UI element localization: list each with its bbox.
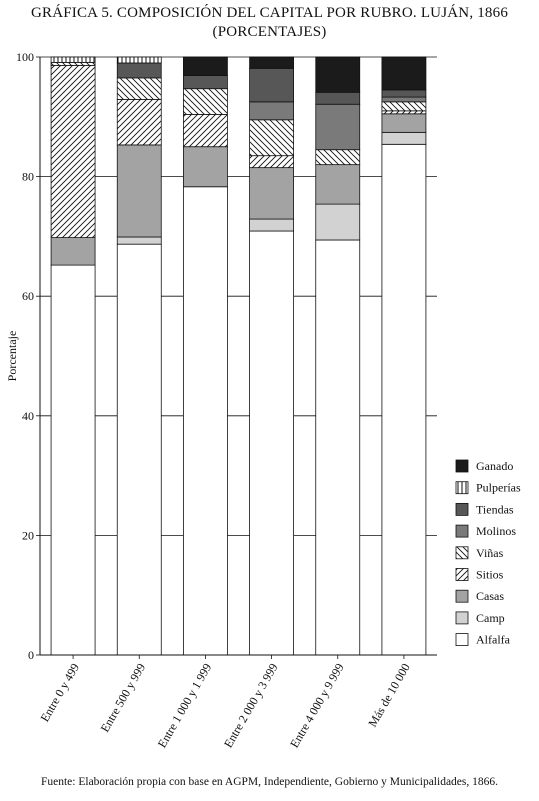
bar-segment-sitios [381,110,427,115]
bar-segment-ganado [315,56,361,93]
bar-segment-molinos [249,101,294,121]
bar-segment-viñas [183,88,228,115]
chart-subtitle: (PORCENTAJES) [212,24,327,40]
legend-label: Pulperías [476,481,521,495]
bar-segment-tiendas [381,89,427,98]
y-tick-label: 20 [22,528,34,542]
bar-segment-camp [249,218,294,232]
bar-stack [50,56,96,656]
bar-segment-casas [183,146,228,188]
x-tick-label: Entre 500 y 999 [98,661,149,735]
bar-segment-alfalfa [50,264,96,656]
legend-label: Viñas [476,546,504,560]
y-tick-label: 80 [22,170,34,184]
legend-swatch [455,633,469,646]
bar-segment-camp [116,236,162,245]
bar-segment-ganado [183,56,228,76]
legend-item: Pulperías [455,481,521,495]
bar-segment-casas [50,237,96,266]
bar-segment-ganado [249,56,294,69]
bar-segment-alfalfa [249,230,294,656]
bar-segment-sitios [50,64,96,238]
bar-segment-tiendas [315,91,361,105]
legend-item: Tiendas [455,502,514,516]
bar-segment-molinos [315,103,361,151]
x-tick-label: Entre 0 y 499 [37,661,82,724]
legend-item: Viñas [455,546,504,560]
bar-stack [116,56,162,656]
legend-item: Molinos [455,524,516,538]
bar-segment-viñas [50,61,96,66]
bar-segment-ganado [381,56,427,91]
legend-label: Molinos [476,524,516,538]
legend-item: Ganado [455,459,513,473]
bar-segment-casas [116,144,162,238]
bar-segment-pulperías [50,56,96,63]
legend-swatch [455,568,469,581]
bar-segment-sitios [183,114,228,148]
x-tick-label: Entre 2 000 y 3 999 [221,661,281,750]
source-note: Fuente: Elaboración propia con base en A… [40,776,498,788]
bar-segment-camp [381,131,427,145]
legend-item: Casas [455,589,504,603]
x-tick-label: Más de 10 000 [365,661,413,729]
bars [50,56,427,656]
y-tick-label: 0 [28,648,34,662]
legend-label: Alfalfa [476,633,511,647]
legend-label: Ganado [476,459,513,473]
bar-segment-viñas [381,101,427,112]
legend-swatch [455,546,469,560]
bar-segment-sitios [116,99,162,146]
bar-segment-viñas [315,149,361,166]
chart-title: GRÁFICA 5. COMPOSICIÓN DEL CAPITAL POR R… [30,5,509,21]
bar-segment-alfalfa [381,143,427,656]
bar-segment-molinos [381,96,427,103]
y-tick-label: 60 [22,289,34,303]
bar-segment-sitios [249,155,294,169]
bar-segment-camp [315,203,361,241]
y-tick-label: 100 [16,50,34,64]
y-tick-label: 40 [22,409,34,423]
bar-segment-tiendas [249,67,294,103]
bar-segment-casas [249,167,294,220]
grid-lines [40,56,437,656]
y-axis-title: Porcentaje [5,331,19,382]
bar-segment-alfalfa [315,239,361,656]
bar-segment-viñas [249,119,294,157]
bar-segment-tiendas [183,75,228,90]
bar-stack [381,56,427,656]
bar-stack [183,56,228,656]
legend-swatch [455,502,469,516]
legend-item: Alfalfa [455,633,511,647]
legend-label: Tiendas [476,502,514,516]
legend-item: Camp [455,611,505,625]
legend-item: Sitios [455,568,504,582]
legend-swatch [455,589,469,603]
legend-label: Sitios [476,568,504,582]
legend-label: Casas [476,589,504,603]
legend-swatch [455,459,469,473]
bar-segment-casas [381,113,427,133]
bar-stack [249,56,294,656]
bar-segment-alfalfa [116,243,162,656]
x-tick-label: Entre 1 000 y 1 999 [155,661,215,750]
legend-swatch [455,524,469,538]
legend: Ganado Pulperías Tiendas Molinos Viñas Sitios… [455,459,521,647]
bar-stack [315,56,361,656]
bar-segment-alfalfa [183,186,228,656]
x-tick-label: Entre 4 000 y 9 999 [287,661,347,750]
legend-label: Camp [476,611,505,625]
legend-swatch [455,481,469,495]
legend-swatch [455,611,469,625]
bar-segment-tiendas [116,62,162,79]
bar-segment-viñas [116,77,162,100]
bar-segment-pulperías [116,56,162,64]
bar-segment-casas [315,164,361,205]
